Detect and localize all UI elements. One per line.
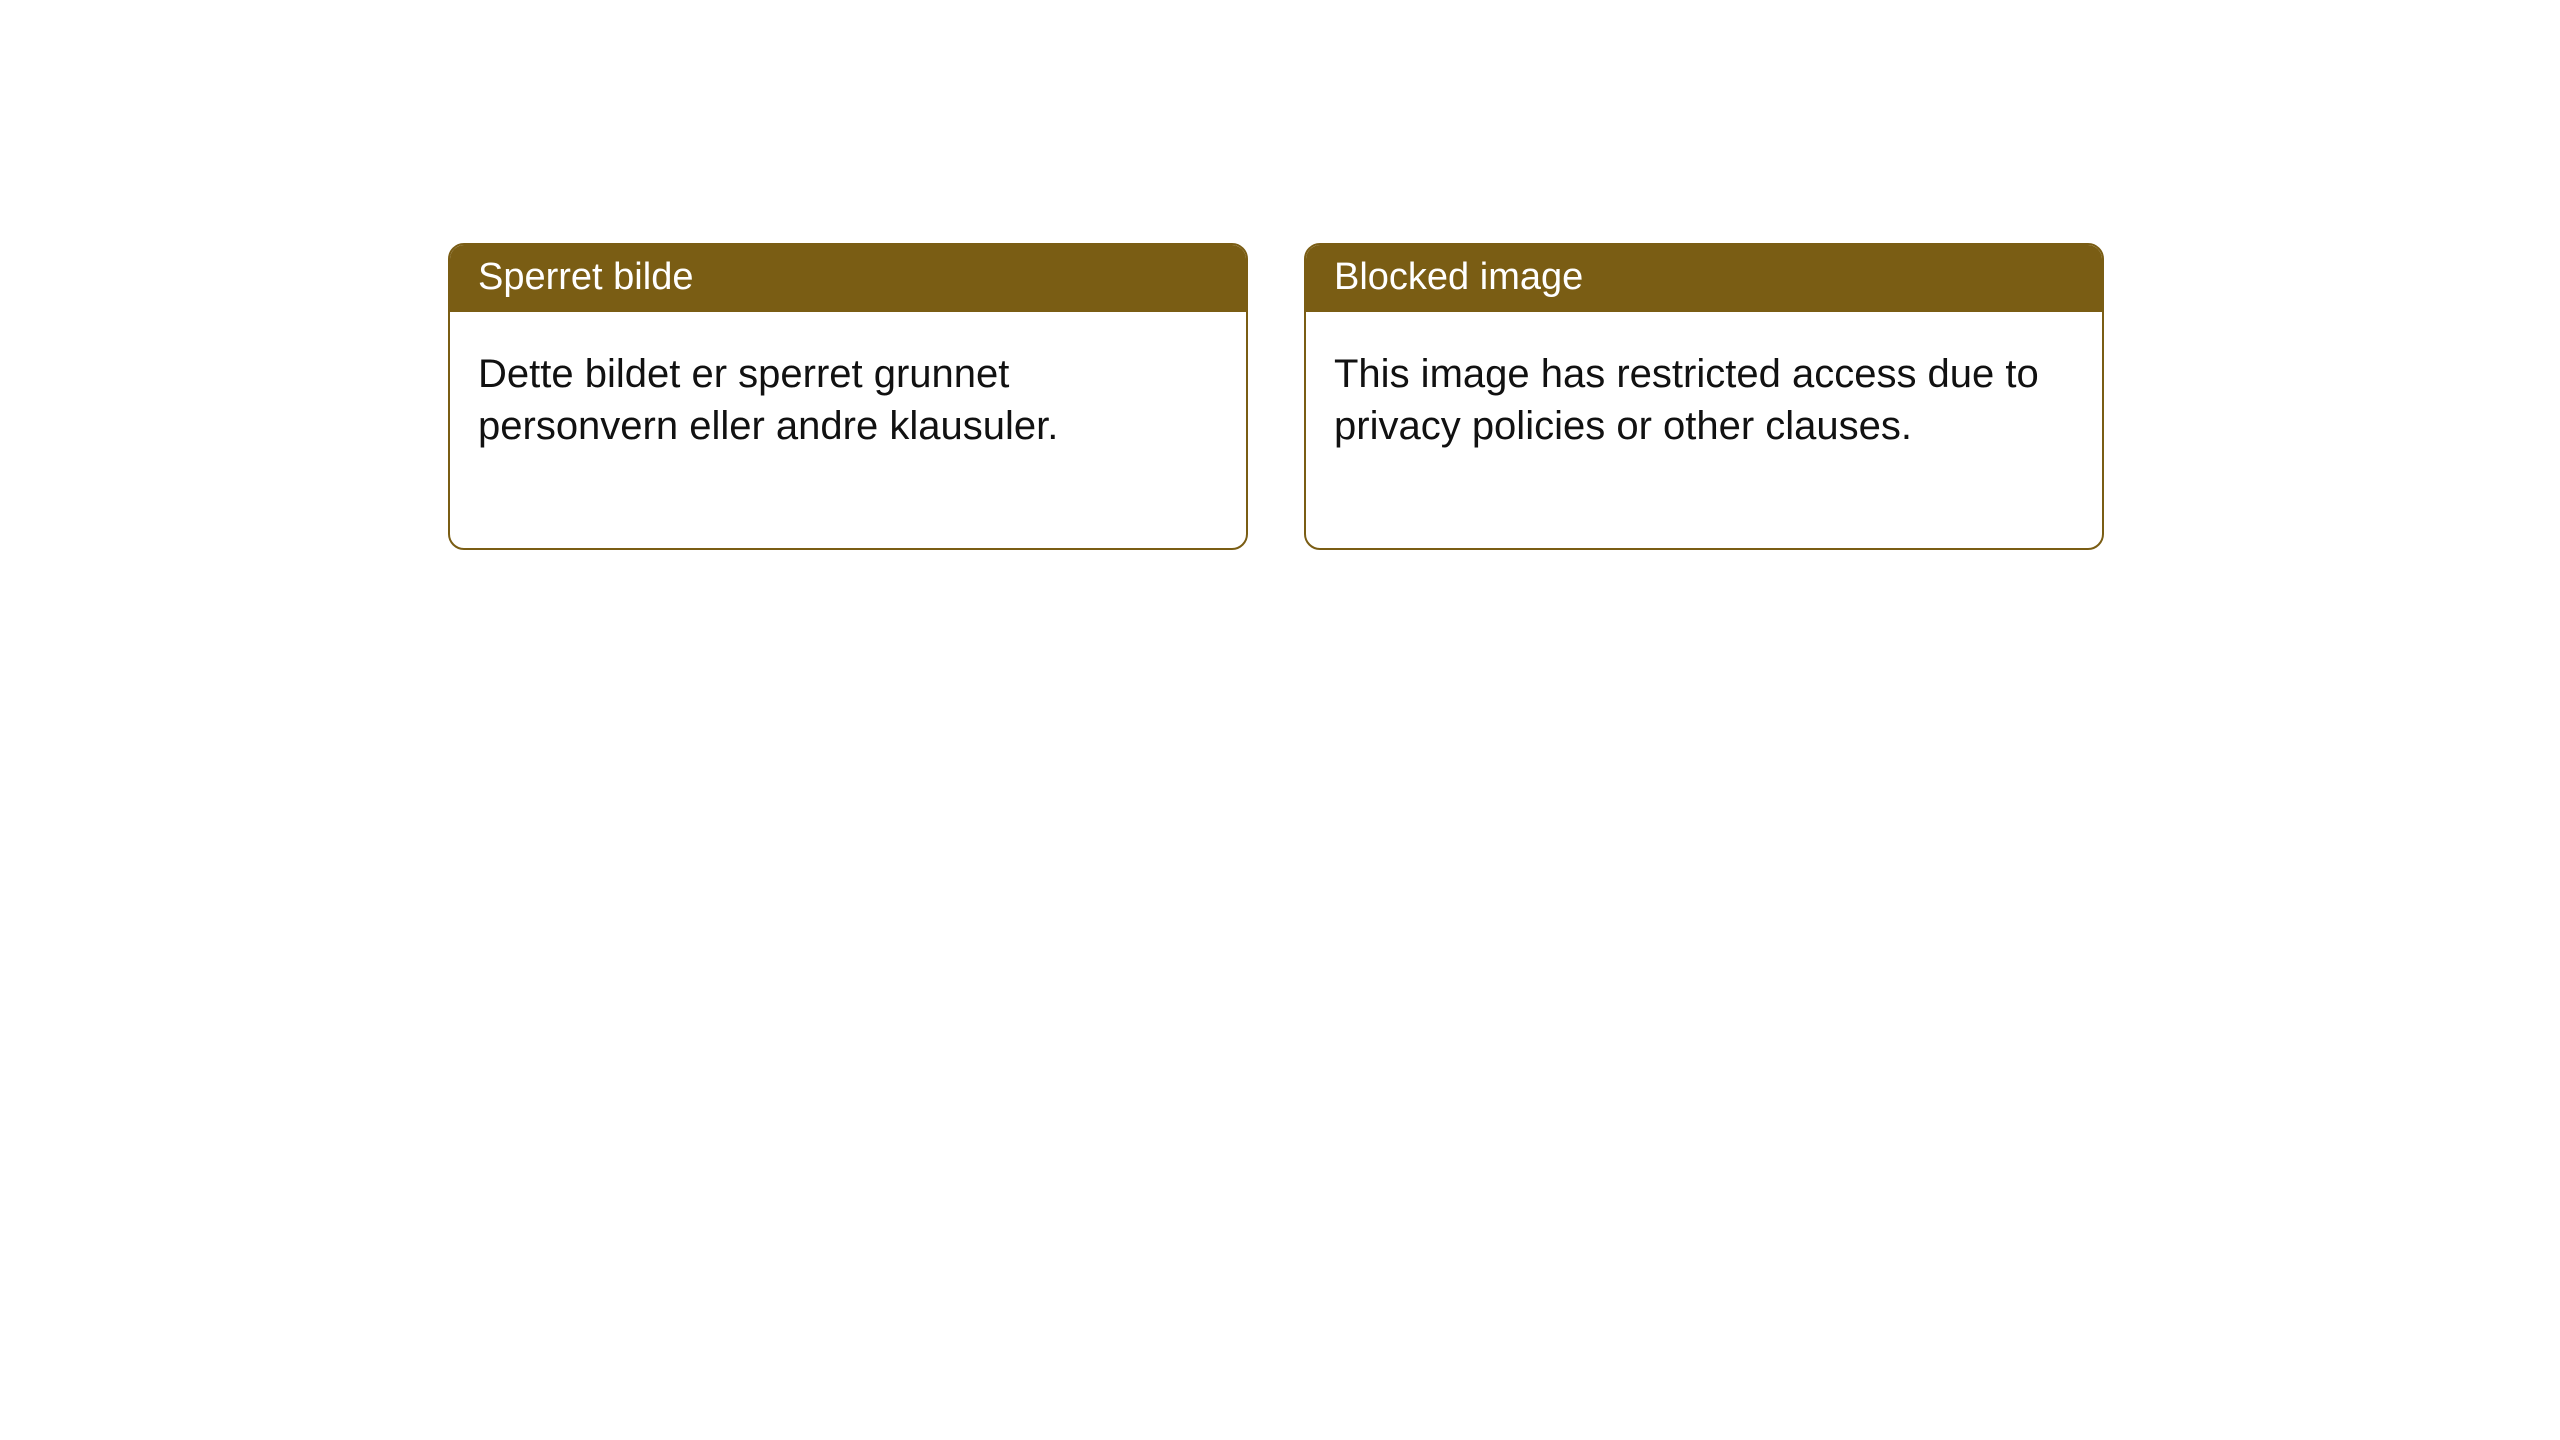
notice-container: Sperret bilde Dette bildet er sperret gr… [448,243,2104,550]
notice-header-nb: Sperret bilde [450,245,1246,312]
notice-body-nb: Dette bildet er sperret grunnet personve… [450,312,1246,548]
notice-header-en: Blocked image [1306,245,2102,312]
notice-card-nb: Sperret bilde Dette bildet er sperret gr… [448,243,1248,550]
notice-card-en: Blocked image This image has restricted … [1304,243,2104,550]
notice-body-en: This image has restricted access due to … [1306,312,2102,548]
